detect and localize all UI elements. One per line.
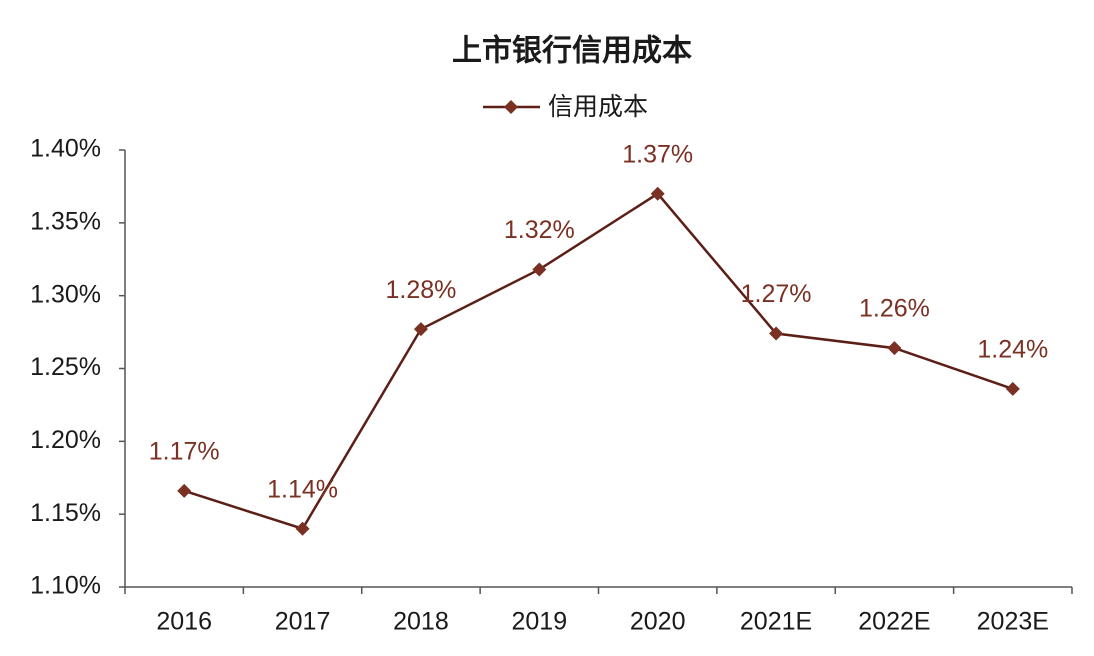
x-tick-label: 2019 [512, 608, 568, 636]
x-tick-label: 2018 [393, 608, 449, 636]
data-label: 1.24% [977, 336, 1048, 364]
y-tick-label: 1.40% [30, 135, 101, 163]
data-label: 1.14% [267, 475, 338, 503]
chart-title: 上市银行信用成本 [452, 34, 692, 69]
y-tick-label: 1.10% [30, 572, 101, 600]
legend-marker [504, 100, 518, 114]
x-tick-label: 2016 [156, 608, 212, 636]
legend-label: 信用成本 [548, 92, 648, 121]
marker [887, 341, 902, 356]
y-tick-label: 1.20% [30, 426, 101, 454]
data-label: 1.17% [149, 437, 220, 465]
marker [177, 483, 192, 498]
marker [532, 262, 547, 277]
marker [650, 186, 665, 201]
y-tick-label: 1.30% [30, 280, 101, 308]
x-tick-label: 2021E [740, 608, 812, 636]
data-label: 1.37% [622, 140, 693, 168]
marker [769, 326, 784, 341]
line [183, 192, 1014, 531]
marker [1005, 381, 1020, 396]
x-tick-label: 2017 [275, 608, 331, 636]
y-tick-label: 1.15% [30, 499, 101, 527]
y-tick-label: 1.35% [30, 207, 101, 235]
data-label: 1.26% [859, 295, 930, 323]
data-label: 1.27% [741, 280, 812, 308]
x-tick-label: 2023E [977, 608, 1049, 636]
marker [295, 521, 310, 536]
x-tick-label: 2022E [858, 608, 930, 636]
marker [413, 322, 428, 337]
x-tick-label: 2020 [630, 608, 686, 636]
data-label: 1.32% [504, 216, 575, 244]
y-tick-label: 1.25% [30, 353, 101, 381]
data-label: 1.28% [385, 276, 456, 304]
